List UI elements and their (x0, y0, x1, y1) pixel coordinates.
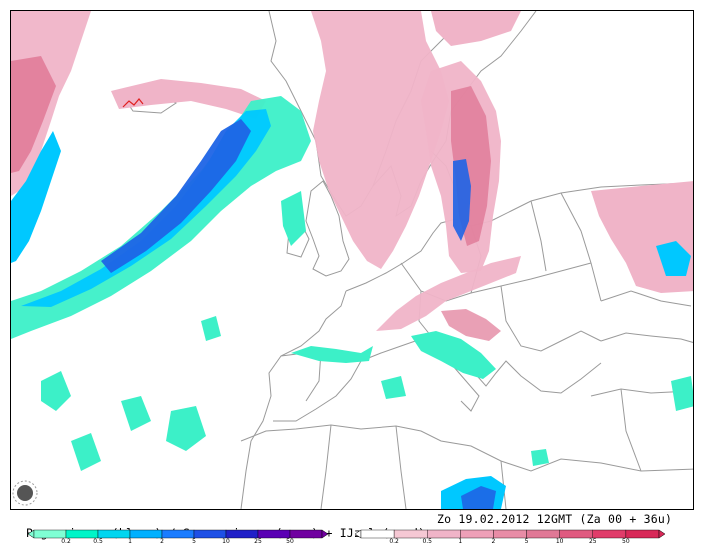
legend-tick-label: 2 (491, 538, 496, 545)
rain-speckle-4 (71, 433, 101, 471)
legend-tick-label: 10 (555, 538, 564, 545)
precipitation-map (10, 10, 694, 510)
legend-tick-label: 5 (192, 538, 196, 545)
legend-tick-label: 10 (222, 538, 230, 545)
legend-swatch (559, 529, 593, 539)
legend-tick-label: 2 (160, 538, 164, 545)
rain-area-east (656, 241, 691, 276)
legend-swatch (427, 529, 461, 539)
legend-swatch (161, 529, 195, 539)
legend-tick-label: 0.2 (389, 538, 399, 545)
rain-areas (11, 96, 693, 509)
snow-area-iceland (111, 79, 266, 119)
rain-area-biscay (291, 346, 373, 363)
snow-area-north (431, 11, 521, 46)
rain-speckle-8 (281, 191, 306, 246)
legend-swatch (625, 529, 660, 539)
legend-tick-label: 0.2 (61, 538, 71, 545)
legend-swatch (360, 529, 395, 539)
legend-arrow-right (321, 529, 328, 539)
snow-area-east (591, 181, 693, 293)
caption-timestamp: Zo 19.02.2012 12GMT (Za 00 + 36u) (437, 512, 673, 526)
rain-area-greenland-coast (11, 131, 61, 263)
legend-arrow-left (355, 529, 362, 539)
rain-area-africa-heavy (461, 486, 496, 509)
map-caption: Regen in mm (blauw) / Sneeuw in cm (roze… (12, 512, 692, 540)
legend-swatch (289, 529, 323, 539)
rain-speckle-9 (381, 376, 406, 399)
legend-tick-label: 0.5 (93, 538, 103, 545)
snow-area-central-europe (376, 256, 521, 331)
rain-legend: 0.2 0.5 1 2 5 10 25 50 (28, 528, 328, 545)
legend-swatch (65, 529, 99, 539)
rain-area-mediterranean (411, 331, 496, 379)
legend-swatch (257, 529, 291, 539)
ice-areas (122, 98, 144, 108)
legend-swatch (33, 529, 67, 539)
rain-band-atlantic-heavy (101, 119, 251, 273)
snow-legend: 0.2 0.5 1 2 5 10 25 50 (355, 528, 665, 545)
snow-area-scandinavia (311, 11, 449, 269)
rain-speckle-5 (201, 316, 221, 341)
rain-speckle-1 (41, 371, 71, 411)
legend-tick-label: 0.5 (422, 538, 432, 545)
legend-arrow-right (658, 529, 665, 539)
legend-colorbar (28, 529, 328, 539)
legend-swatch (460, 529, 494, 539)
legend-swatch (129, 529, 163, 539)
legend-swatch (526, 529, 560, 539)
rain-area-baltic (453, 159, 471, 241)
map-canvas (11, 11, 693, 509)
legend-swatch (225, 529, 259, 539)
legend-swatch (493, 529, 527, 539)
logo-icon (12, 480, 38, 506)
legend-swatch (393, 529, 428, 539)
ice-mark-iceland (122, 98, 144, 108)
legend-arrow-left (28, 529, 35, 539)
legend-tick-label: 5 (524, 538, 529, 545)
legend-colorbar (355, 529, 665, 539)
legend-swatch (592, 529, 627, 539)
snow-area-balkans (441, 309, 501, 341)
legend-swatch (193, 529, 227, 539)
snow-area-greenland-core (11, 56, 56, 173)
legend-tick-label: 25 (588, 538, 597, 545)
legend-tick-label: 1 (458, 538, 463, 545)
rain-speckle-7 (671, 376, 693, 411)
rain-speckle-6 (531, 449, 549, 466)
legend-tick-label: 1 (128, 538, 132, 545)
legend-tick-label: 25 (254, 538, 262, 545)
legend-tick-label: 50 (286, 538, 294, 545)
legend-tick-label: 50 (622, 538, 630, 545)
legend-swatch (97, 529, 131, 539)
rain-speckle-2 (121, 396, 151, 431)
rain-speckle-3 (166, 406, 206, 451)
